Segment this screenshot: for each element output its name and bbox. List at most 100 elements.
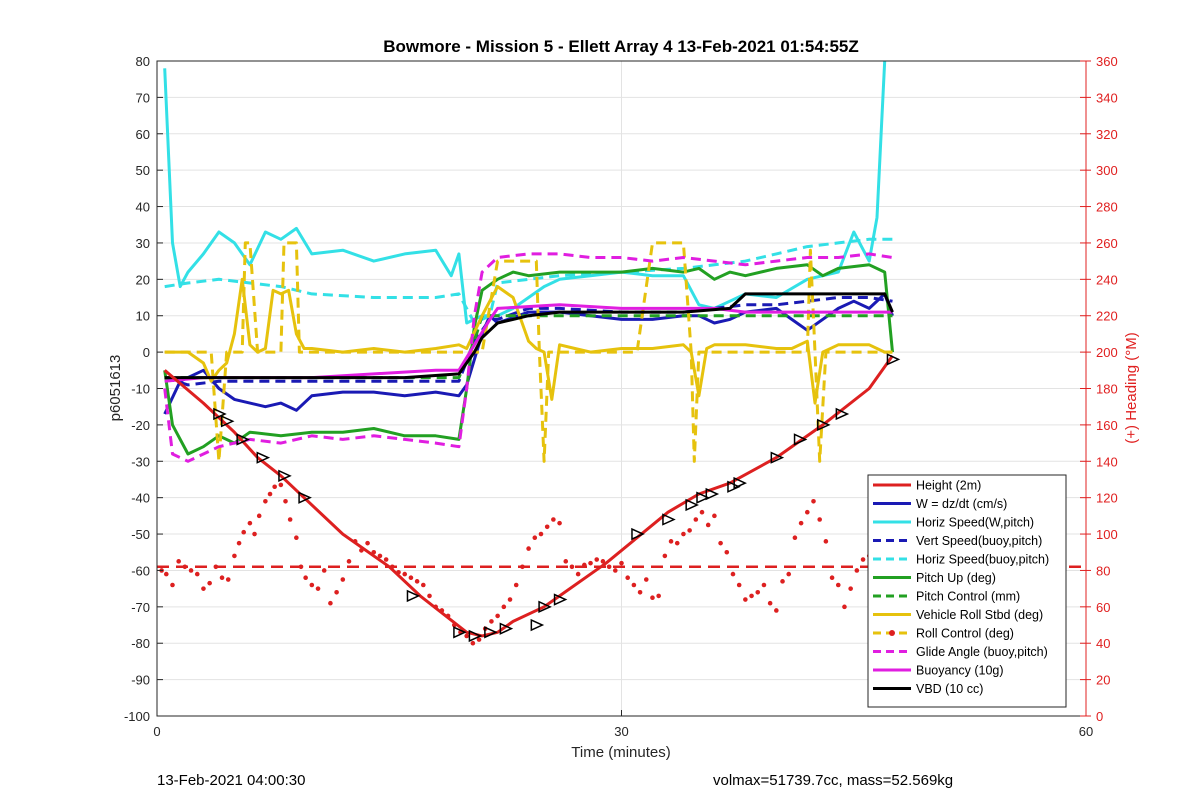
- legend-label: Glide Angle (buoy,pitch): [916, 645, 1048, 659]
- heading-point: [247, 520, 253, 526]
- y2-axis-label: (+) Heading (°M): [1123, 332, 1140, 443]
- y2-tick-label: 340: [1096, 90, 1118, 105]
- heading-point: [842, 604, 847, 610]
- waypoint-marker: [685, 498, 699, 512]
- heading-point: [303, 575, 308, 581]
- heading-point: [805, 509, 810, 515]
- waypoint-marker: [236, 433, 250, 446]
- heading-point: [334, 589, 339, 595]
- heading-point: [619, 560, 624, 566]
- y-tick-label: 30: [136, 236, 150, 251]
- heading-point: [848, 586, 853, 591]
- series-line: [163, 252, 893, 463]
- heading-point: [225, 577, 231, 582]
- heading-point: [563, 559, 569, 564]
- y2-tick-label: 360: [1096, 54, 1118, 69]
- waypoint-marker: [886, 353, 901, 366]
- heading-point: [606, 564, 612, 570]
- heading-point: [278, 482, 284, 488]
- heading-point: [383, 557, 389, 562]
- heading-point: [252, 531, 257, 537]
- heading-point: [761, 582, 767, 588]
- heading-point: [557, 520, 562, 526]
- y-tick-label: 10: [136, 309, 150, 324]
- heading-point: [662, 553, 668, 559]
- heading-point: [811, 499, 816, 504]
- waypoint-marker: [662, 513, 676, 526]
- legend-label: W = dz/dt (cm/s): [916, 497, 1007, 511]
- heading-point: [241, 529, 247, 535]
- series-line: [164, 277, 893, 405]
- legend-label: Pitch Control (mm): [916, 590, 1020, 604]
- heading-point: [232, 553, 237, 559]
- footer-timestamp: 13-Feb-2021 04:00:30: [157, 772, 306, 789]
- x-tick-label: 60: [1079, 724, 1093, 739]
- legend-label: VBD (10 cc): [916, 682, 983, 696]
- heading-point: [705, 522, 711, 528]
- y-tick-label: -90: [131, 673, 150, 688]
- heading-point: [340, 577, 346, 582]
- heading-point: [309, 582, 315, 588]
- heading-point: [315, 586, 321, 591]
- waypoint-marker: [705, 487, 720, 501]
- heading-point: [408, 575, 414, 581]
- y-tick-label: -40: [131, 491, 150, 506]
- heading-point: [755, 589, 761, 595]
- waypoint-marker: [835, 407, 850, 421]
- heading-point: [718, 540, 723, 546]
- heading-point: [532, 535, 538, 540]
- heading-point: [625, 575, 630, 581]
- legend-box: [867, 474, 1067, 708]
- heading-point: [256, 513, 262, 519]
- y2-tick-label: 300: [1096, 163, 1118, 178]
- heading-point: [414, 579, 420, 584]
- legend-label: Buoyancy (10g): [916, 664, 1004, 678]
- y-tick-label: -80: [131, 636, 150, 651]
- heading-point: [526, 546, 531, 551]
- waypoint-marker: [793, 433, 808, 446]
- y2-tick-label: 180: [1096, 382, 1118, 397]
- series-line: [164, 237, 893, 325]
- heading-point: [588, 560, 593, 566]
- y-tick-label: -70: [131, 600, 150, 615]
- y2-tick-label: 0: [1096, 709, 1103, 724]
- y2-tick-label: 320: [1096, 127, 1118, 142]
- heading-point: [377, 553, 383, 559]
- heading-point: [402, 571, 408, 577]
- legend-label: Vehicle Roll Stbd (deg): [916, 608, 1043, 622]
- heading-point: [219, 575, 225, 581]
- series-line: [164, 292, 894, 380]
- heading-point: [201, 586, 206, 591]
- heading-point: [163, 571, 169, 577]
- legend-label: Horiz Speed(W,pitch): [916, 516, 1034, 530]
- footer-volmax-mass: volmax=51739.7cc, mass=52.569kg: [713, 772, 954, 789]
- heading-point: [544, 524, 550, 530]
- waypoint-marker: [213, 407, 227, 421]
- heading-point: [421, 582, 426, 588]
- heading-point: [427, 593, 432, 599]
- y2-tick-label: 200: [1096, 345, 1118, 360]
- heading-point: [267, 491, 273, 497]
- heading-point: [774, 608, 779, 613]
- heading-point: [631, 582, 637, 588]
- heading-point: [188, 568, 194, 573]
- waypoint-marker: [278, 469, 292, 482]
- heading-point: [780, 579, 785, 584]
- heading-point: [283, 499, 288, 504]
- series-line: [163, 292, 894, 415]
- y2-tick-label: 240: [1096, 272, 1118, 287]
- heading-point: [749, 593, 754, 599]
- heading-point: [263, 499, 268, 504]
- y2-tick-label: 220: [1096, 309, 1118, 324]
- heading-point: [860, 557, 866, 562]
- heading-point: [495, 613, 500, 619]
- heading-point: [294, 535, 299, 540]
- y2-tick-label: 20: [1096, 673, 1110, 688]
- waypoint-marker: [530, 618, 545, 632]
- y-tick-label: -100: [124, 709, 150, 724]
- legend-label: Height (2m): [916, 479, 981, 493]
- y2-tick-label: 100: [1096, 527, 1118, 542]
- heading-point: [687, 528, 692, 533]
- series-line: [164, 296, 893, 387]
- series-line: [163, 60, 887, 325]
